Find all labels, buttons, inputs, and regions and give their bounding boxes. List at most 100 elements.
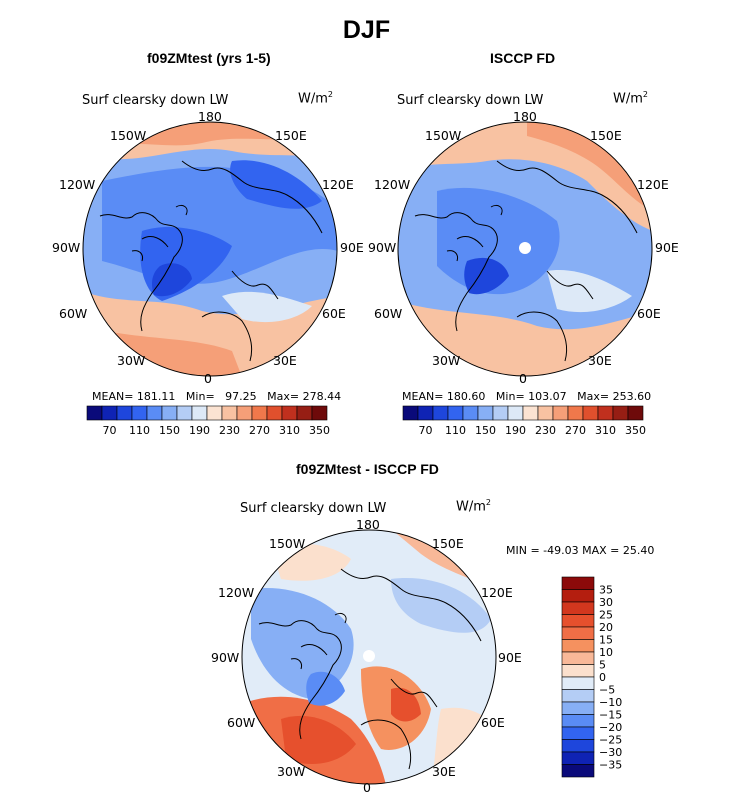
colorbar-swatch (176, 405, 193, 421)
colorbar-swatch (561, 701, 595, 715)
colorbar-tick-label: 10 (599, 646, 613, 659)
panel1-title: f09ZMtest (yrs 1-5) (147, 50, 271, 66)
colorbar-tick-label: 5 (599, 659, 606, 672)
panel3-field-pos-europe-core (391, 687, 421, 722)
colorbar-swatch (561, 689, 595, 703)
panel2-lon-150w: 150W (425, 128, 462, 143)
colorbar-swatch (417, 405, 434, 421)
colorbar-tick-label: 25 (599, 609, 613, 622)
panel2-lon-60e: 60E (637, 306, 661, 321)
panel2-lon-90e: 90E (655, 240, 679, 255)
colorbar-swatch (86, 405, 103, 421)
panel1-polar-map (82, 121, 338, 377)
panel3-units: W/m2 (456, 498, 491, 515)
panel3-minmax: MIN = -49.03 MAX = 25.40 (506, 544, 655, 557)
panel3-lon-0: 0 (363, 780, 371, 795)
panel1-lon-150w: 150W (110, 128, 147, 143)
panel2-coastlines (414, 160, 638, 362)
colorbar-swatch (447, 405, 464, 421)
colorbar-tick-label: 190 (189, 424, 210, 437)
colorbar-swatch (432, 405, 449, 421)
colorbar-swatch (161, 405, 178, 421)
colorbar-swatch (561, 626, 595, 640)
panel1-field-siberia-cold (230, 160, 322, 209)
panel1-lon-180: 180 (198, 109, 222, 124)
colorbar-tick-label: −20 (599, 721, 622, 734)
panel2-field-atlantic-mild (547, 270, 632, 313)
colorbar-swatch (537, 405, 554, 421)
panel3-lon-30w: 30W (277, 764, 306, 779)
colorbar-tick-label: 230 (535, 424, 556, 437)
colorbar-swatch (116, 405, 133, 421)
colorbar-swatch (561, 576, 595, 590)
panel3-lon-60e: 60E (481, 715, 505, 730)
colorbar-tick-label: 310 (279, 424, 300, 437)
figure-title: DJF (342, 16, 391, 44)
colorbar-swatch (561, 601, 595, 615)
panel3-coastlines (258, 568, 482, 770)
colorbar-swatch (477, 405, 494, 421)
colorbar-swatch (582, 405, 599, 421)
colorbar-tick-label: 70 (419, 424, 433, 437)
panel1-lon-30w: 30W (117, 353, 146, 368)
panel3-field-neg-west (251, 588, 354, 699)
panel2-field-warm-south (398, 301, 652, 376)
colorbar-tick-label: −10 (599, 696, 622, 709)
colorbar-tick-label: 310 (595, 424, 616, 437)
panel2-lon-180: 180 (513, 109, 537, 124)
colorbar-swatch (131, 405, 148, 421)
colorbar-swatch (311, 405, 328, 421)
panel3-polar-map (241, 529, 497, 785)
panel2-lon-60w: 60W (374, 306, 403, 321)
panel2-lon-30e: 30E (588, 353, 612, 368)
panel3-lon-150w: 150W (269, 536, 306, 551)
panel1-units: W/m2 (298, 90, 333, 107)
panel3-lon-90w: 90W (211, 650, 240, 665)
panel2-pole-missing-marker (519, 242, 531, 254)
colorbar-tick-label: −35 (599, 759, 622, 772)
colorbar-swatch (492, 405, 509, 421)
colorbar-tick-label: 350 (625, 424, 646, 437)
colorbar-tick-label: 150 (159, 424, 180, 437)
panel1-lon-30e: 30E (273, 353, 297, 368)
colorbar-swatch (561, 589, 595, 603)
colorbar-swatch (101, 405, 118, 421)
panel2-lon-150e: 150E (590, 128, 622, 143)
panel2-lon-120w: 120W (374, 177, 411, 192)
panel1-field-greenland-min (152, 263, 192, 297)
colorbar-swatch (561, 714, 595, 728)
colorbar-swatch (561, 676, 595, 690)
colorbar-tick-label: 230 (219, 424, 240, 437)
colorbar-tick-label: 15 (599, 634, 613, 647)
panel2-map-boundary (397, 121, 653, 377)
panel1-lon-120w: 120W (59, 177, 96, 192)
colorbar-swatch (561, 651, 595, 665)
panel2-lon-30w: 30W (432, 353, 461, 368)
colorbar-swatch (402, 405, 419, 421)
panel1-stats: MEAN= 181.11 Min= 97.25 Max= 278.44 (92, 390, 342, 403)
colorbar-swatch (561, 664, 595, 678)
colorbar-tick-label: −5 (599, 684, 615, 697)
colorbar-tick-label: 110 (129, 424, 150, 437)
panel2-lon-120e: 120E (637, 177, 669, 192)
colorbar-tick-label: 70 (103, 424, 117, 437)
panel3-variable-label: Surf clearsky down LW (240, 501, 387, 516)
panel3-lon-150e: 150E (432, 536, 464, 551)
colorbar-tick-label: 350 (309, 424, 330, 437)
panel2-polar-map (397, 121, 653, 377)
panel2-field-greenland-min (464, 257, 509, 295)
panel1-lon-90w: 90W (52, 240, 81, 255)
panel1-lon-60w: 60W (59, 306, 88, 321)
panel3-lon-60w: 60W (227, 715, 256, 730)
panel3-lon-180: 180 (356, 517, 380, 532)
colorbar-swatch (522, 405, 539, 421)
panel3-title: f09ZMtest - ISCCP FD (296, 461, 439, 477)
panel2-variable-label: Surf clearsky down LW (397, 93, 544, 108)
panel3-lon-30e: 30E (432, 764, 456, 779)
panel1-variable-label: Surf clearsky down LW (82, 93, 229, 108)
colorbar-tick-label: 0 (599, 671, 606, 684)
panel1-coastlines (99, 160, 323, 362)
panel1-lon-120e: 120E (322, 177, 354, 192)
colorbar-swatch (221, 405, 238, 421)
